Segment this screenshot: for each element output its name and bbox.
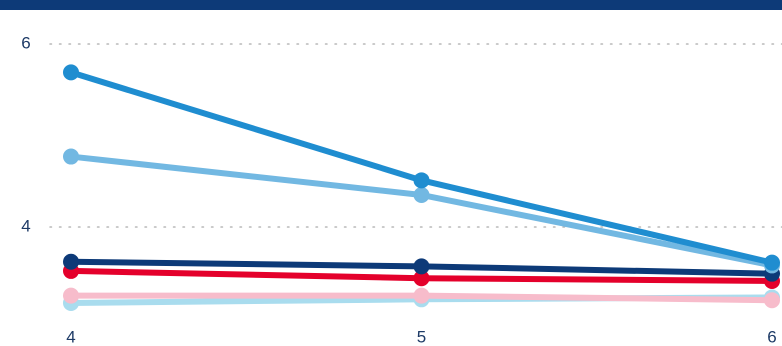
point — [764, 292, 780, 309]
x-tick-label: 6 — [767, 327, 776, 346]
top-bar — [0, 0, 782, 10]
point — [63, 148, 79, 165]
point — [413, 270, 430, 287]
point — [413, 172, 430, 189]
x-tick-label: 4 — [66, 327, 75, 346]
point — [413, 287, 430, 304]
point — [63, 64, 79, 81]
point — [764, 254, 780, 271]
point — [63, 287, 79, 304]
point — [63, 253, 79, 270]
point — [413, 186, 430, 203]
x-tick-label: 5 — [417, 327, 426, 346]
y-tick-label: 4 — [21, 216, 30, 235]
y-tick-label: 6 — [21, 33, 30, 52]
point — [413, 258, 430, 275]
